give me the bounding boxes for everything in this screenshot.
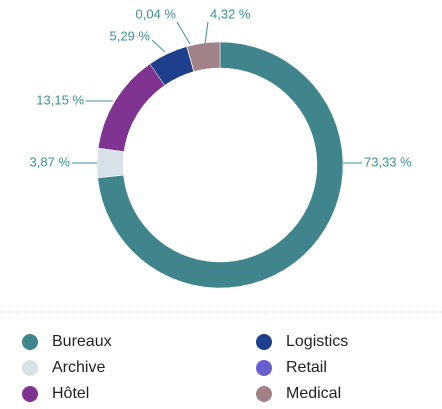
data-label: 3,87 % [30,154,71,169]
data-label: 73,33 % [364,154,412,169]
slice [97,41,344,289]
legend-label: Logistics [286,333,348,350]
legend-swatch [22,386,38,402]
data-label: 4,32 % [210,6,251,21]
leader-line [176,21,191,45]
data-label: 13,15 % [36,92,84,107]
leader-line [204,21,209,45]
legend-swatch [22,360,38,376]
slice [97,63,166,152]
leader-line [151,39,166,53]
data-label: 5,29 % [110,28,151,43]
legend-label: Hôtel [52,385,89,402]
legend-swatch [22,334,38,350]
legend-label: Retail [286,359,327,376]
slice [96,147,125,179]
legend-label: Medical [286,385,341,402]
legend-label: Bureaux [52,333,112,350]
slice [186,41,221,72]
legend-swatch [256,386,272,402]
data-label: 0,04 % [136,6,177,21]
legend-swatch [256,334,272,350]
legend-label: Archive [52,359,105,376]
legend-swatch [256,360,272,376]
